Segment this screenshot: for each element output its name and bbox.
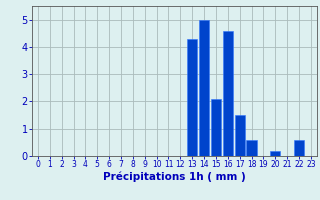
- Bar: [187, 39, 197, 156]
- Bar: [270, 151, 280, 156]
- Bar: [294, 140, 304, 156]
- Bar: [235, 115, 245, 156]
- X-axis label: Précipitations 1h ( mm ): Précipitations 1h ( mm ): [103, 172, 246, 182]
- Bar: [223, 31, 233, 156]
- Bar: [199, 20, 209, 156]
- Bar: [246, 140, 257, 156]
- Bar: [211, 99, 221, 156]
